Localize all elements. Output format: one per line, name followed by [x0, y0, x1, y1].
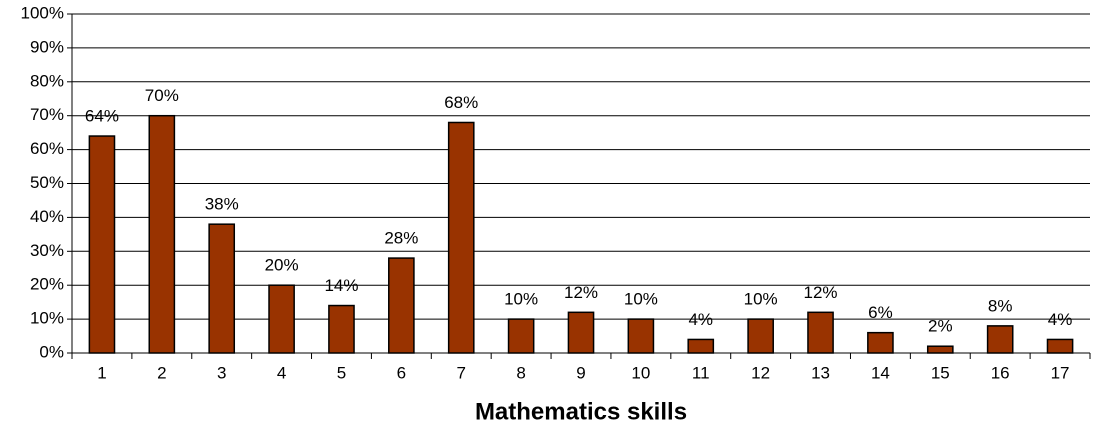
x-tick-label: 2 [157, 363, 166, 382]
x-tick-label: 4 [277, 363, 286, 382]
x-axis-title: Mathematics skills [475, 398, 687, 425]
bar [747, 318, 774, 354]
bar [1046, 338, 1074, 354]
y-tick-label: 50% [30, 173, 64, 192]
x-tick-label: 17 [1051, 363, 1070, 382]
bar [687, 338, 715, 354]
x-tick-label: 13 [811, 363, 830, 382]
y-tick-label: 40% [30, 207, 64, 226]
y-tick-label: 70% [30, 105, 64, 124]
y-tick-label: 10% [30, 309, 64, 328]
x-tick-label: 6 [397, 363, 406, 382]
bar [507, 318, 535, 354]
data-label: 2% [928, 317, 953, 336]
bar [867, 331, 894, 354]
data-label: 12% [564, 283, 598, 302]
bar [208, 223, 236, 354]
data-label: 10% [744, 290, 778, 309]
x-tick-label: 9 [576, 363, 585, 382]
x-tick-label: 10 [631, 363, 650, 382]
bar [88, 135, 116, 354]
x-tick-label: 15 [931, 363, 950, 382]
data-label: 12% [804, 283, 838, 302]
x-tick-label: 14 [871, 363, 890, 382]
data-label: 8% [988, 296, 1013, 315]
bar [986, 325, 1014, 354]
bar [926, 345, 954, 354]
y-tick-label: 30% [30, 241, 64, 260]
y-tick-label: 90% [30, 37, 64, 56]
y-tick-label: 60% [30, 139, 64, 158]
data-label: 64% [85, 107, 119, 126]
x-tick-label: 1 [97, 363, 106, 382]
bar [567, 311, 595, 354]
data-label: 20% [265, 256, 299, 275]
x-tick-label: 7 [457, 363, 466, 382]
data-label: 4% [688, 310, 713, 329]
x-tick-label: 3 [217, 363, 226, 382]
bar [388, 257, 415, 354]
x-tick-label: 12 [751, 363, 770, 382]
y-tick-label: 100% [21, 3, 64, 22]
data-label: 70% [145, 86, 179, 105]
data-label: 68% [444, 93, 478, 112]
data-label: 38% [205, 195, 239, 214]
x-tick-label: 16 [991, 363, 1010, 382]
x-tick-label: 8 [516, 363, 525, 382]
bar [148, 114, 176, 354]
bar [627, 318, 655, 354]
data-label: 4% [1048, 310, 1073, 329]
data-label: 28% [384, 229, 418, 248]
x-tick-label: 11 [692, 363, 710, 382]
data-label: 6% [868, 303, 893, 322]
bar [447, 121, 475, 354]
data-label: 10% [504, 290, 538, 309]
y-tick-label: 80% [30, 71, 64, 90]
bar [328, 304, 355, 354]
data-label: 14% [324, 276, 358, 295]
bar [807, 311, 834, 354]
bar [268, 284, 295, 354]
data-label: 10% [624, 290, 658, 309]
y-tick-label: 0% [39, 342, 64, 361]
y-tick-label: 20% [30, 275, 64, 294]
x-tick-label: 5 [337, 363, 346, 382]
